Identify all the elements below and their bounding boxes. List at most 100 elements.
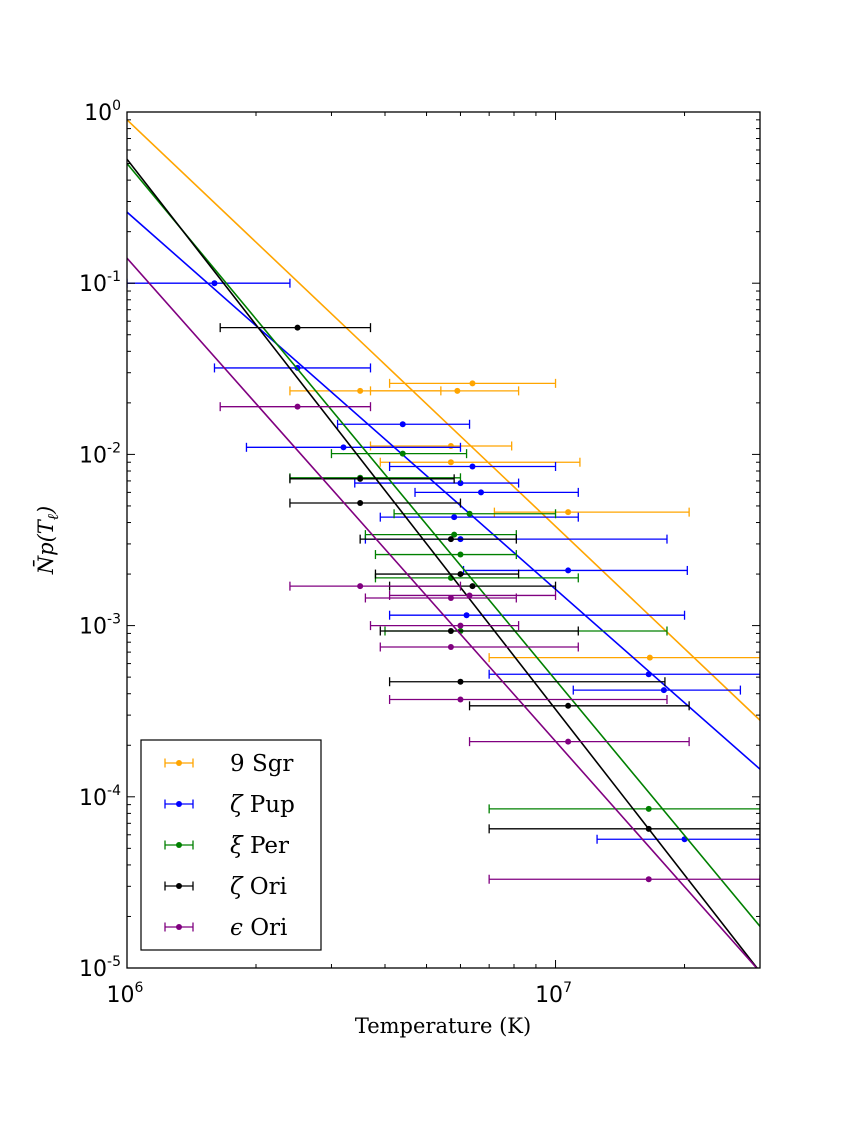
data-point [245,442,462,452]
legend-label: 9 Sgr [230,751,293,777]
data-point [289,474,455,484]
fit-line [127,163,760,927]
marker [457,571,464,578]
marker [457,696,464,703]
data-point [364,530,517,540]
data-point [493,507,690,517]
marker [469,583,476,590]
data-point [379,512,579,522]
data-point [596,834,760,844]
data-point [462,565,688,575]
data-point [488,874,760,884]
data-point [414,487,579,497]
legend-marker [176,883,182,889]
marker [294,403,301,410]
marker [399,421,406,428]
marker [451,531,458,538]
legend-entry: ξ Per [164,833,289,859]
marker [565,702,572,709]
data-point [127,278,291,288]
y-tick-label: 10-3 [79,612,121,640]
marker [466,592,473,599]
data-point [374,550,517,560]
marker [399,450,406,457]
legend-entry: ζ Pup [164,792,295,818]
axes: 106 107 100 10-1 10-2 10-3 10-4 10-5 [79,98,761,1008]
data-point [219,402,372,412]
y-tick-label: 100 [84,98,121,126]
data-point [330,449,468,459]
marker [454,387,461,394]
data-point [388,590,557,600]
marker [447,442,454,449]
data-point [379,642,579,652]
marker [660,687,667,694]
x-tick-label: 107 [535,980,572,1008]
series-3 [127,158,760,968]
data-point [379,626,579,636]
marker [357,475,364,482]
legend-label: ϵ Ori [230,915,287,941]
marker [645,805,652,812]
data-point [468,737,690,747]
marker [457,678,464,685]
marker [451,514,458,521]
marker [447,627,454,634]
y-tick-label: 10-2 [79,440,121,468]
marker [463,612,470,619]
marker [478,489,485,496]
data-point [488,804,760,814]
marker [565,738,572,745]
data-point [388,695,668,705]
fit-line [127,119,760,721]
marker [357,500,364,507]
plot-frame [126,111,761,969]
marker [645,876,652,883]
marker [447,594,454,601]
marker [457,622,464,629]
fit-line [127,211,760,770]
data-point [374,569,520,579]
marker [469,463,476,470]
legend: 9 Sgr ζ Pup ξ Per ζ Ori ϵ Ori [140,739,322,951]
marker [357,583,364,590]
marker [565,509,572,516]
y-tick-label: 10-1 [79,269,121,297]
data-point [468,701,690,711]
legend-marker [176,842,182,848]
data-point [393,509,557,519]
y-tick-label: 10-5 [79,954,121,982]
data-point [488,669,760,679]
data-point [354,478,520,488]
data-point [379,457,581,467]
data-point [336,419,471,429]
legend-label: ζ Ori [230,874,287,900]
y-axis-label: N̄p(Tℓ) [33,506,62,575]
legend-marker [176,924,182,930]
y-tick-label: 10-4 [79,783,121,811]
marker [447,459,454,466]
marker [457,551,464,558]
marker [447,536,454,543]
marker [447,643,454,650]
data-point [388,610,686,620]
data-point [488,824,760,834]
marker [457,480,464,487]
marker [294,324,301,331]
legend-entry: ϵ Ori [164,915,287,941]
data-point [289,581,462,591]
data-point [289,498,462,508]
series-4 [127,257,760,968]
legend-label: ζ Pup [230,792,295,818]
legend-entry: 9 Sgr [164,751,293,777]
data-point [388,677,666,687]
legend-marker [176,801,182,807]
legend-entry: ζ Ori [164,874,287,900]
data-point [388,378,557,388]
marker [340,444,347,451]
data-point [572,685,742,695]
legend-marker [176,760,182,766]
series-0 [127,119,760,721]
data-point [388,461,557,471]
marker [469,380,476,387]
